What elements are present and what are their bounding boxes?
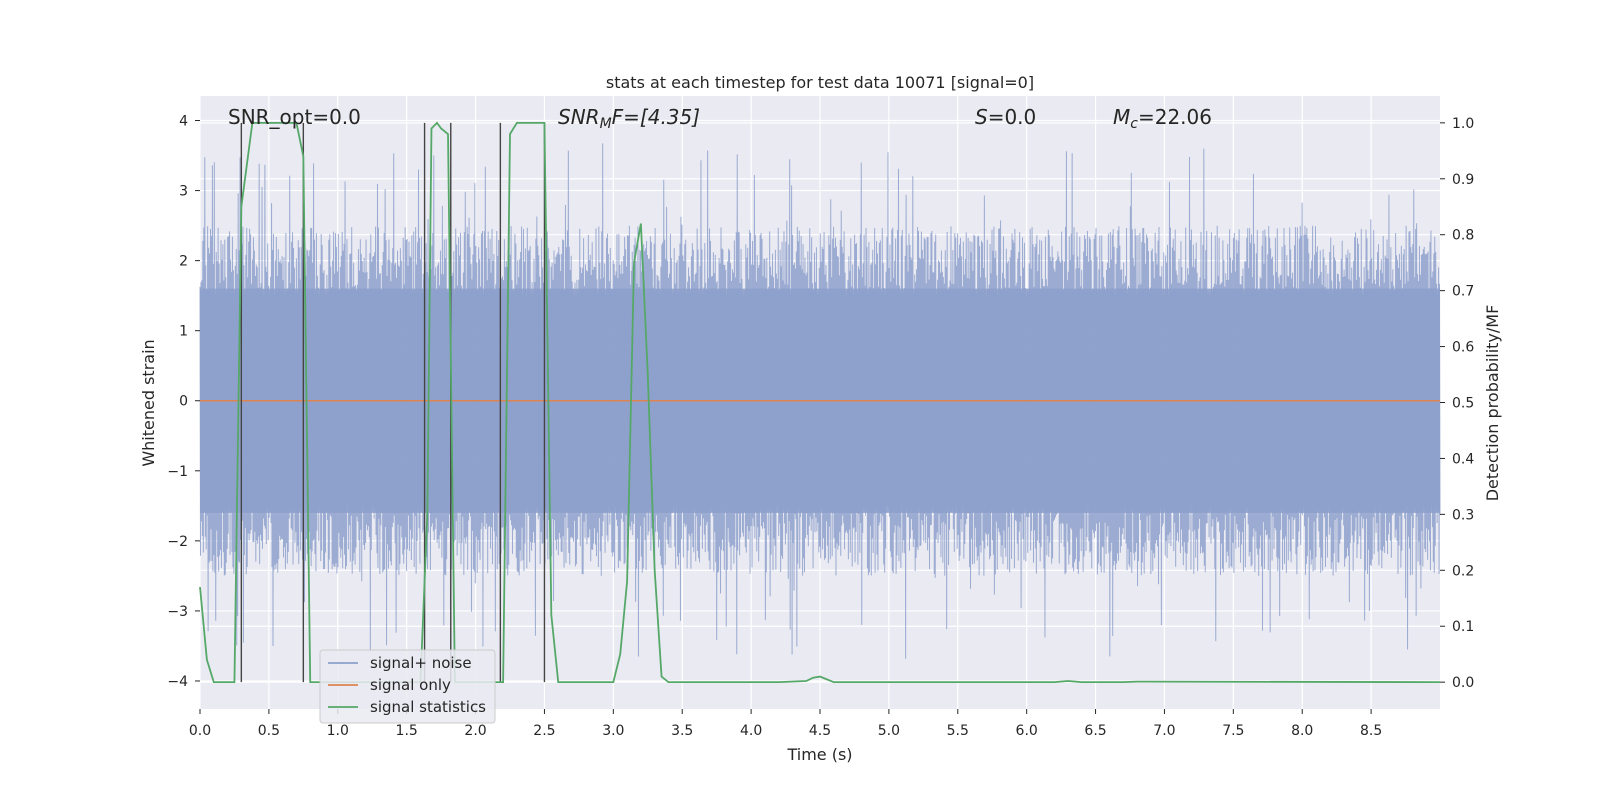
y2-tick-label: 0.3: [1452, 507, 1474, 523]
x-tick-label: 5.5: [947, 723, 969, 739]
annotation-snr-mf-main: SNR: [558, 105, 600, 129]
annotation-mc-sub: c: [1130, 116, 1138, 132]
y2-tick-label: 1.0: [1452, 116, 1474, 132]
x-tick-label: 3.0: [602, 723, 624, 739]
y2-tick-label: 0.0: [1452, 675, 1474, 691]
x-tick-label: 0.5: [258, 723, 280, 739]
y-axis-label: Whitened strain: [139, 339, 158, 466]
y2-tick-label: 0.7: [1452, 284, 1474, 300]
annotation-s: S=0.0: [975, 105, 1036, 129]
annotation-s-main: S: [975, 105, 988, 129]
y2-tick-label: 0.9: [1452, 172, 1474, 188]
x-tick-label: 1.5: [396, 723, 418, 739]
x-tick-label: 6.5: [1084, 723, 1106, 739]
y-tick-label: 3: [179, 184, 188, 200]
annotation-snr-mf-rest: F=[4.35]: [612, 105, 700, 129]
annotation-s-rest: =0.0: [988, 105, 1037, 129]
y-tick-label: −3: [167, 604, 188, 620]
y-axis-ticks: 4 3 2 1 0 −1 −2 −3 −4: [167, 114, 200, 690]
x-tick-label: 0.0: [189, 723, 211, 739]
y2-tick-label: 0.2: [1452, 563, 1474, 579]
y2-axis-label: Detection probability/MF: [1483, 305, 1502, 502]
x-tick-label: 6.0: [1016, 723, 1038, 739]
y2-axis-ticks: 1.0 0.9 0.8 0.7 0.6 0.5 0.4 0.3 0.2 0.1 0.0: [1440, 116, 1474, 691]
y-tick-label: −1: [167, 464, 188, 480]
x-tick-label: 3.5: [671, 723, 693, 739]
y2-tick-label: 0.8: [1452, 228, 1474, 244]
y-tick-label: 1: [179, 324, 188, 340]
y-tick-label: −2: [167, 534, 188, 550]
signal-statistics-line: [199, 121, 1441, 684]
x-tick-label: 8.0: [1291, 723, 1313, 739]
legend-box: [319, 649, 496, 724]
y-tick-label: 2: [179, 254, 188, 270]
legend-label-signal-noise: signal+ noise: [370, 654, 472, 672]
x-tick-label: 8.5: [1360, 723, 1382, 739]
annotation-mc: Mc=22.06: [1113, 105, 1212, 132]
annotation-snr-mf: SNRMF=[4.35]: [558, 105, 700, 132]
x-tick-label: 1.0: [327, 723, 349, 739]
annotation-snr-opt: SNR_opt=0.0: [228, 105, 361, 129]
x-axis-label: Time (s): [786, 745, 852, 764]
y2-tick-label: 0.1: [1452, 619, 1474, 635]
annotation-snr-mf-sub: M: [600, 116, 612, 132]
legend: signal+ noise signal only signal statist…: [319, 649, 496, 724]
y-tick-label: −4: [167, 674, 188, 690]
y-tick-label: 0: [179, 394, 188, 410]
annotation-mc-main: M: [1113, 105, 1130, 129]
legend-label-signal-statistics: signal statistics: [370, 698, 486, 716]
y2-tick-label: 0.4: [1452, 451, 1474, 467]
x-tick-label: 2.5: [533, 723, 555, 739]
chart-title: stats at each timestep for test data 100…: [606, 73, 1034, 92]
x-axis-ticks: 0.0 0.5 1.0 1.5 2.0 2.5 3.0 3.5 4.0 4.5 5.0 5.5 6.0 6…: [189, 709, 1382, 739]
legend-label-signal-only: signal only: [370, 676, 451, 694]
x-tick-label: 7.0: [1153, 723, 1175, 739]
series-signal-statistics: [199, 121, 1441, 684]
x-tick-label: 7.5: [1222, 723, 1244, 739]
y2-tick-label: 0.5: [1452, 396, 1474, 412]
x-tick-label: 4.5: [809, 723, 831, 739]
y2-tick-label: 0.6: [1452, 340, 1474, 356]
x-tick-label: 4.0: [740, 723, 762, 739]
annotation-mc-rest: =22.06: [1138, 105, 1212, 129]
y-tick-label: 4: [179, 114, 188, 130]
x-tick-label: 5.0: [878, 723, 900, 739]
x-tick-label: 2.0: [464, 723, 486, 739]
